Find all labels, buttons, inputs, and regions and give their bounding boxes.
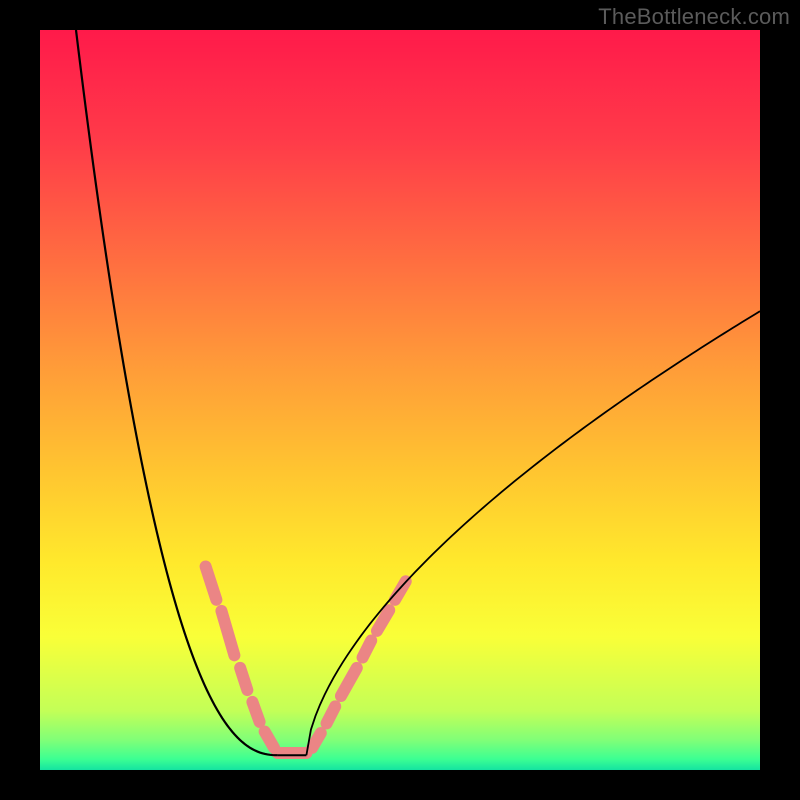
highlight-capsule xyxy=(265,732,274,748)
plot-area xyxy=(40,30,760,770)
highlight-capsule xyxy=(312,733,321,748)
highlight-capsule xyxy=(363,641,372,658)
highlight-capsule xyxy=(252,702,259,722)
highlight-capsule xyxy=(240,668,247,690)
bottleneck-chart xyxy=(0,0,800,800)
highlight-capsule xyxy=(327,706,336,723)
watermark-text: TheBottleneck.com xyxy=(598,4,790,30)
